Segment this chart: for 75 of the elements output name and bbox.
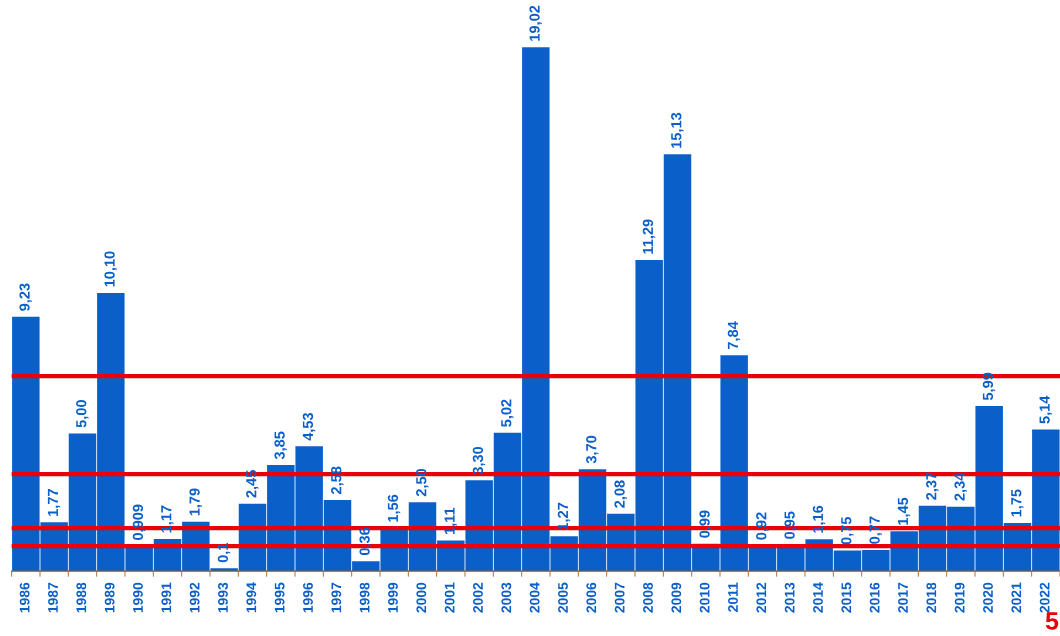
data-label: 3,70 [586,435,599,464]
data-label: 1,11 [444,507,457,535]
x-tick-label: 2013 [784,582,795,613]
x-tick-label: 1990 [133,582,143,613]
data-label: 0,36 [359,527,372,556]
x-tick-label: 2012 [756,582,767,613]
x-tick-label: 2020 [983,582,993,613]
x-tick-label: 1989 [104,582,115,613]
data-label: 0,95 [784,511,797,539]
data-label: 5,00 [76,400,89,428]
data-label: 0,909 [132,504,146,540]
x-tick-label: 2004 [529,582,540,613]
data-label: 1,79 [189,488,202,516]
data-label: 15,13 [671,112,684,148]
data-label: 4,53 [302,412,316,441]
data-label: 1,17 [161,505,174,533]
data-label: 2,08 [614,480,627,508]
x-tick-label: 1986 [19,582,30,613]
x-tick-label: 1993 [218,582,228,613]
data-label: 1,77 [47,489,61,516]
x-tick-label: 2005 [558,582,568,613]
x-tick-label: 1991 [161,582,172,613]
data-label: 5,99 [982,372,996,401]
x-tick-label: 1999 [388,582,398,613]
data-label: 2,45 [246,470,259,498]
data-label: 9,23 [19,283,32,311]
text: 5 [1045,612,1059,630]
x-tick-label: 2006 [586,582,597,613]
x-tick-label: 2001 [444,582,455,613]
data-label: 0,1 [217,542,231,563]
data-label: 2,34 [954,472,967,501]
x-tick-label: 2021 [1011,582,1022,613]
x-tick-label: 2003 [501,582,512,613]
x-tick-label: 1995 [274,582,285,613]
data-label: 2,58 [331,466,344,494]
data-label: 2,37 [926,472,939,500]
data-label: 1,16 [812,505,826,533]
x-tick-label: 2019 [954,582,965,613]
data-label: 0,99 [699,510,712,538]
data-label: 0,77 [869,516,882,544]
x-tick-label: 2011 [728,582,738,612]
data-label: 2,50 [416,468,429,497]
data-label: 1,27 [557,502,571,530]
data-label: 0,92 [756,512,769,540]
x-tick-label: 2010 [699,582,710,613]
data-label: 1,56 [387,494,401,522]
x-tick-label: 2000 [416,582,427,613]
data-label: 1,75 [1011,489,1024,517]
x-tick-label: 2008 [643,582,653,613]
x-tick-label: 2017 [898,582,908,613]
x-tick-label: 2015 [841,582,852,613]
data-label: 5,14 [1039,395,1052,424]
data-label: 5,02 [501,399,514,427]
x-tick-label: 2014 [813,582,823,613]
x-tick-label: 1988 [76,582,87,613]
data-label: 11,29 [642,219,656,254]
x-tick-label: 1994 [246,582,257,613]
x-tick-label: 2016 [869,582,880,613]
x-tick-label: 1992 [189,582,200,613]
data-label: 1,45 [897,497,911,525]
data-label: 3,85 [274,431,287,460]
x-tick-label: 2018 [926,582,937,613]
data-label: 19,02 [529,5,542,41]
x-tick-label: 2002 [473,582,483,613]
data-label: 10,10 [104,251,117,287]
x-tick-label: 2009 [671,582,682,613]
x-tick-label: 2007 [614,582,625,613]
x-tick-label: 2022 [1039,582,1050,613]
x-tick-label: 1998 [359,582,370,613]
x-tick-label: 1997 [331,582,342,613]
data-label: 3,30 [472,446,486,475]
data-label: 0,75 [841,516,854,545]
data-label: 7,84 [727,321,741,349]
x-tick-label: 1987 [48,582,58,613]
x-tick-label: 1996 [303,582,313,613]
